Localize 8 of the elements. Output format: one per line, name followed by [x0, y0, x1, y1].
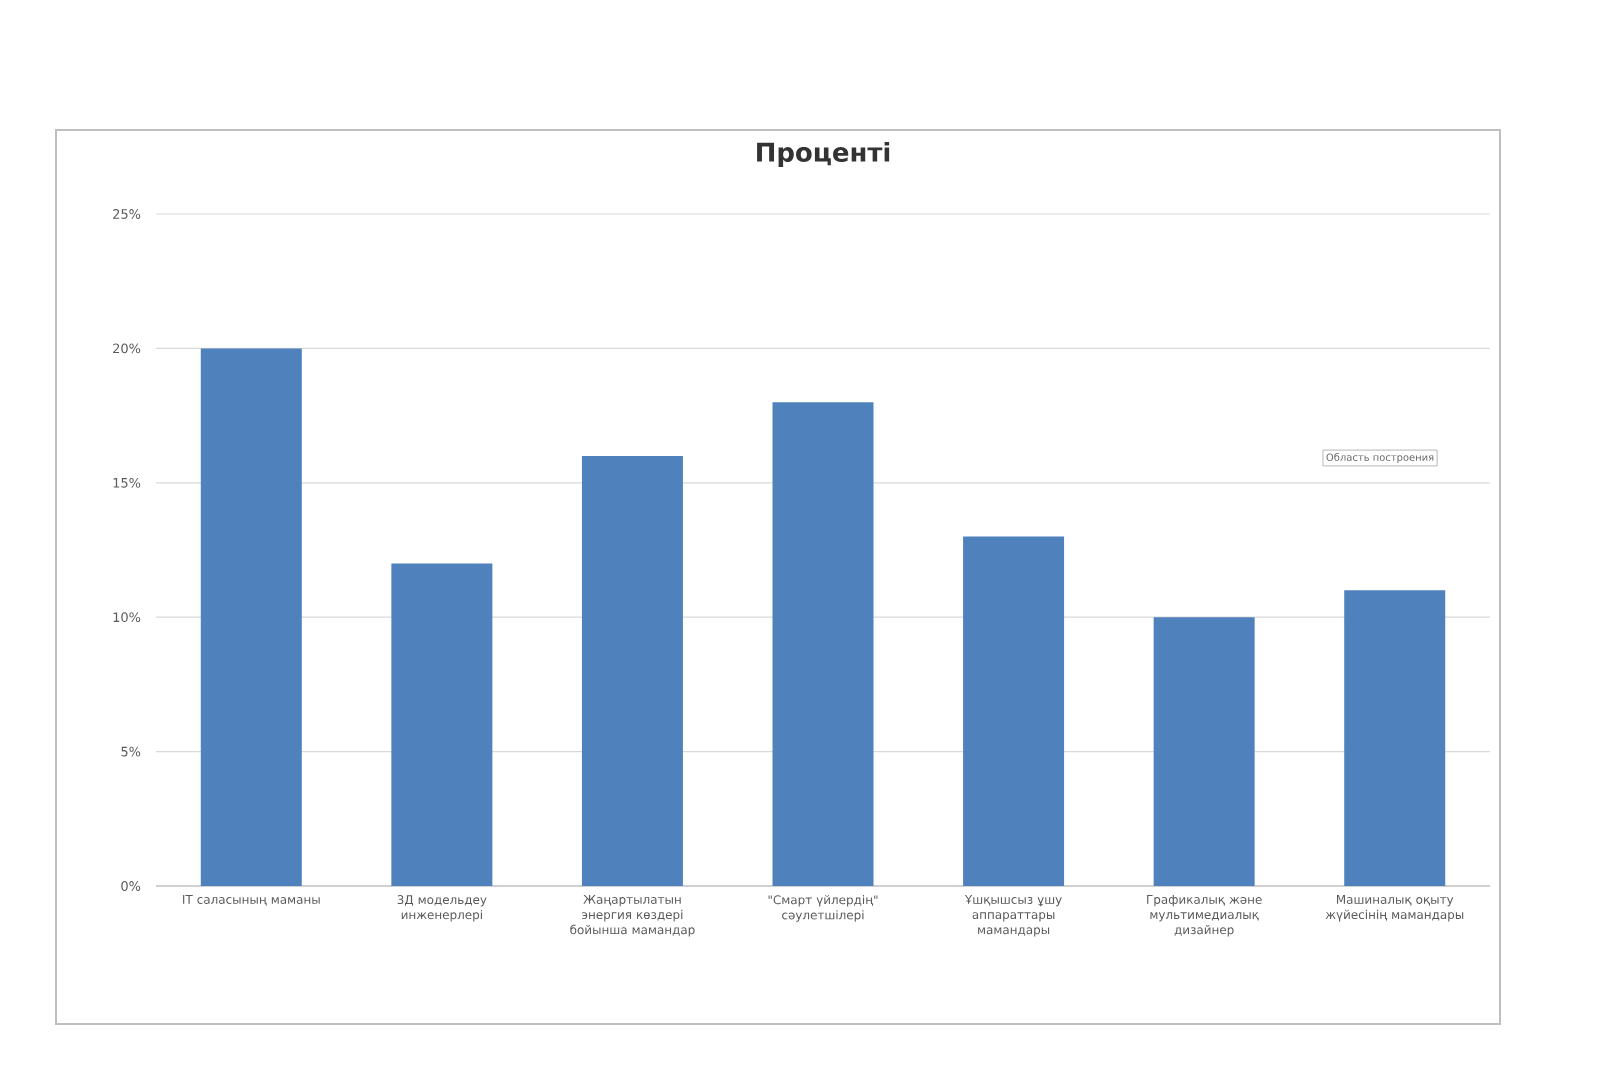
bar — [1153, 617, 1255, 886]
chart-title: Проценті — [757, 141, 890, 167]
bar — [963, 536, 1065, 886]
bar — [1344, 590, 1446, 886]
bar — [772, 402, 874, 886]
bar — [391, 563, 493, 886]
bar — [581, 455, 683, 886]
bar — [200, 348, 302, 886]
